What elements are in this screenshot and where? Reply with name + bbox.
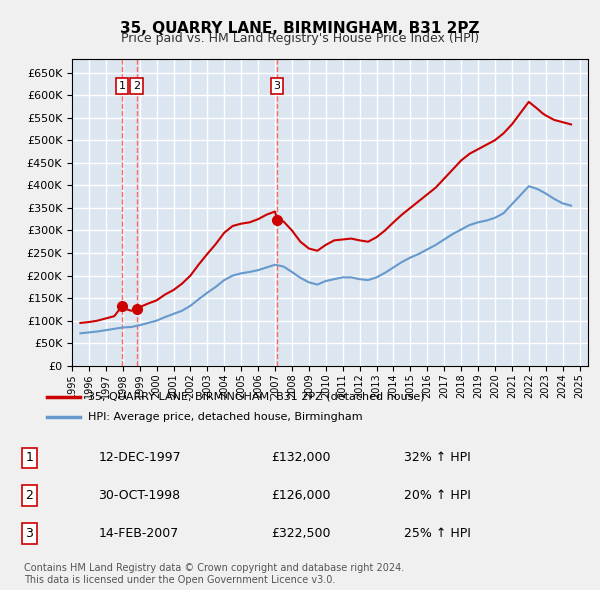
Text: 2: 2 [25,489,33,502]
Text: HPI: Average price, detached house, Birmingham: HPI: Average price, detached house, Birm… [88,412,362,422]
Text: 30-OCT-1998: 30-OCT-1998 [98,489,181,502]
Text: 2: 2 [133,81,140,91]
Text: £322,500: £322,500 [271,527,331,540]
Text: 20% ↑ HPI: 20% ↑ HPI [404,489,470,502]
Text: 25% ↑ HPI: 25% ↑ HPI [404,527,470,540]
Text: £132,000: £132,000 [271,451,331,464]
Text: 35, QUARRY LANE, BIRMINGHAM, B31 2PZ (detached house): 35, QUARRY LANE, BIRMINGHAM, B31 2PZ (de… [88,392,425,402]
Text: 3: 3 [274,81,281,91]
Text: Contains HM Land Registry data © Crown copyright and database right 2024.
This d: Contains HM Land Registry data © Crown c… [24,563,404,585]
Text: 35, QUARRY LANE, BIRMINGHAM, B31 2PZ: 35, QUARRY LANE, BIRMINGHAM, B31 2PZ [120,21,480,35]
Text: 12-DEC-1997: 12-DEC-1997 [98,451,181,464]
Text: Price paid vs. HM Land Registry's House Price Index (HPI): Price paid vs. HM Land Registry's House … [121,32,479,45]
Text: 14-FEB-2007: 14-FEB-2007 [98,527,179,540]
Text: 32% ↑ HPI: 32% ↑ HPI [404,451,470,464]
Text: £126,000: £126,000 [271,489,331,502]
Text: 1: 1 [25,451,33,464]
Text: 3: 3 [25,527,33,540]
Text: 1: 1 [118,81,125,91]
